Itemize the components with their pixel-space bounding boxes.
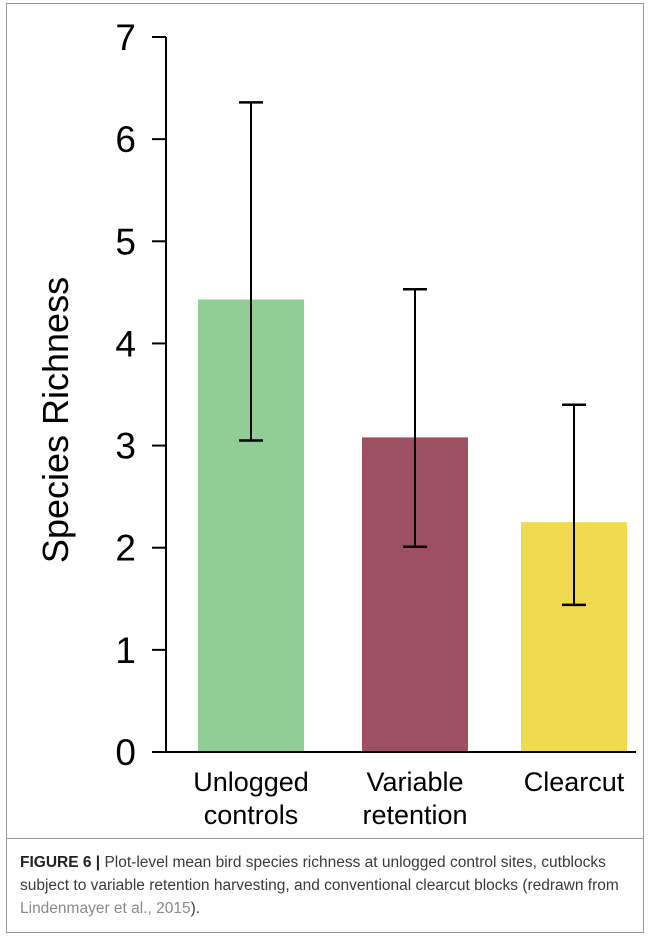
x-category-label-2: Clearcut xyxy=(524,767,625,797)
y-axis-label: Species Richness xyxy=(35,277,76,563)
y-tick-label-2: 2 xyxy=(115,528,136,569)
y-tick-label-4: 4 xyxy=(115,323,136,364)
y-tick-label-0: 0 xyxy=(115,732,136,773)
caption-tail: ). xyxy=(190,900,201,917)
caption-divider xyxy=(6,838,644,839)
y-tick-label-1: 1 xyxy=(115,630,136,671)
y-tick-label-7: 7 xyxy=(115,17,136,58)
caption-text: Plot-level mean bird species richness at… xyxy=(20,854,619,894)
y-tick-label-5: 5 xyxy=(115,221,136,262)
figure-frame xyxy=(6,3,644,933)
caption-reference-link[interactable]: Lindenmayer et al., 2015 xyxy=(20,900,191,917)
figure-label: FIGURE 6 | xyxy=(20,854,101,871)
bar-chart: Species Richness 0 1 2 3 4 5 6 7 Unlogged control… xyxy=(35,17,636,830)
x-category-label-0: Unlogged controls xyxy=(193,767,309,830)
figure-caption: FIGURE 6 | Plot-level mean bird species … xyxy=(20,851,632,920)
x-category-label-1: Variable retention xyxy=(362,767,467,830)
y-tick-label-6: 6 xyxy=(115,119,136,160)
y-tick-label-3: 3 xyxy=(115,426,136,467)
